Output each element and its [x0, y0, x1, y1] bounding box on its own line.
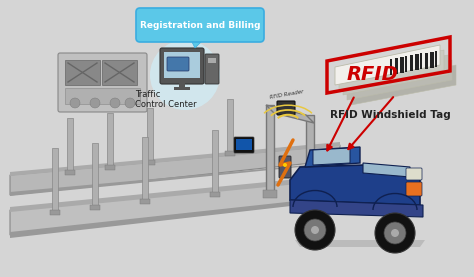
Text: RFID Windshield Tag: RFID Windshield Tag [329, 110, 450, 120]
Bar [420, 53, 422, 70]
Polygon shape [343, 55, 448, 95]
Circle shape [311, 226, 319, 234]
Bar [435, 51, 437, 67]
Circle shape [283, 163, 287, 167]
Bar [395, 58, 398, 74]
Bar [147, 108, 153, 163]
Circle shape [304, 219, 326, 241]
Bar [303, 195, 317, 203]
FancyBboxPatch shape [136, 8, 264, 42]
Bar [210, 192, 220, 197]
Circle shape [391, 229, 399, 237]
Circle shape [375, 213, 415, 253]
Circle shape [110, 98, 120, 108]
Bar [174, 87, 190, 90]
Circle shape [384, 222, 406, 244]
Bar [52, 148, 58, 213]
Bar [145, 160, 155, 165]
Polygon shape [339, 50, 444, 90]
FancyBboxPatch shape [406, 168, 422, 180]
Bar [425, 53, 428, 69]
Bar [236, 139, 252, 150]
Bar [65, 170, 75, 175]
Polygon shape [335, 45, 440, 85]
Circle shape [125, 98, 135, 108]
Text: RFID Reader: RFID Reader [270, 89, 304, 100]
Bar [105, 165, 115, 170]
Polygon shape [295, 240, 425, 247]
Polygon shape [10, 193, 370, 238]
FancyBboxPatch shape [406, 182, 422, 196]
Bar [179, 82, 185, 87]
Bar [390, 58, 392, 75]
Polygon shape [290, 165, 420, 205]
FancyBboxPatch shape [277, 101, 295, 115]
Bar [212, 130, 218, 195]
Bar [227, 99, 233, 154]
FancyBboxPatch shape [167, 57, 189, 71]
Bar [142, 137, 148, 202]
Polygon shape [10, 162, 340, 196]
FancyBboxPatch shape [234, 137, 254, 153]
Bar [67, 118, 73, 173]
Polygon shape [290, 200, 423, 217]
Text: RFID: RFID [347, 65, 399, 83]
Bar [102, 60, 137, 85]
Circle shape [90, 98, 100, 108]
FancyBboxPatch shape [279, 156, 291, 178]
Polygon shape [10, 172, 370, 212]
Circle shape [70, 98, 80, 108]
Text: Traffic
Control Center: Traffic Control Center [135, 90, 197, 109]
Bar [140, 199, 150, 204]
FancyBboxPatch shape [205, 54, 219, 84]
Bar [400, 57, 404, 73]
Polygon shape [190, 38, 205, 48]
Polygon shape [266, 105, 314, 123]
FancyBboxPatch shape [58, 53, 147, 112]
Circle shape [295, 210, 335, 250]
Polygon shape [363, 163, 410, 177]
Polygon shape [351, 65, 456, 105]
Polygon shape [305, 147, 360, 167]
FancyBboxPatch shape [160, 48, 204, 84]
Polygon shape [10, 145, 340, 195]
Bar [107, 113, 113, 168]
Bar [430, 52, 434, 68]
Bar [92, 143, 98, 208]
Bar [90, 205, 100, 210]
Bar [405, 56, 407, 72]
Text: Registration and Billing: Registration and Billing [140, 20, 260, 29]
Bar [306, 115, 314, 200]
Bar [65, 88, 140, 104]
Polygon shape [313, 148, 350, 165]
Bar [50, 210, 60, 215]
Bar [266, 105, 274, 195]
Polygon shape [10, 142, 340, 176]
Polygon shape [347, 60, 452, 100]
Bar [208, 58, 216, 63]
Bar [415, 54, 419, 70]
Polygon shape [10, 175, 370, 235]
Circle shape [150, 40, 220, 110]
Bar [410, 55, 413, 71]
Bar [65, 60, 100, 85]
Bar [225, 151, 235, 156]
Bar [263, 190, 277, 198]
Bar [164, 52, 200, 78]
